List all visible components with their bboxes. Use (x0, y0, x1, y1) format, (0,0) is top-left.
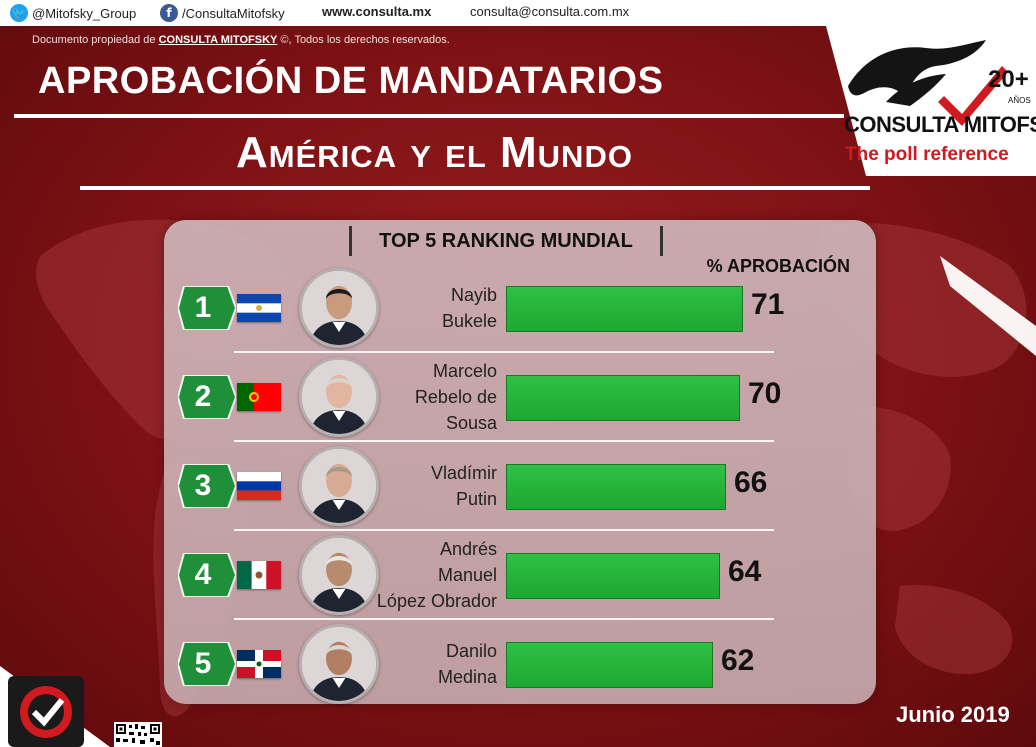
rank-badge: 3 (176, 463, 238, 509)
country-flag-icon (237, 472, 281, 500)
leader-name-line: Andrés (439, 539, 497, 559)
rank-badge: 2 (176, 374, 238, 420)
qr-code-icon (114, 722, 162, 747)
email-link[interactable]: consulta@consulta.com.mx (470, 4, 629, 19)
leader-name-line: Marcelo (432, 361, 497, 381)
rank-number: 4 (194, 558, 212, 591)
country-flag-icon (237, 294, 281, 322)
approval-bar (506, 553, 720, 599)
leader-portrait (299, 535, 379, 615)
approval-value-label: 64 (728, 555, 762, 588)
twitter-link[interactable]: 🐦 @Mitofsky_Group (10, 4, 136, 22)
copyright-prefix: Documento propiedad de (32, 34, 156, 46)
leader-name: Danilo Medina (354, 638, 497, 690)
approval-value-label: 66 (734, 466, 768, 499)
rank-number: 5 (194, 647, 212, 680)
twitter-icon: 🐦 (10, 4, 28, 22)
copyright-suffix: ©, Todos los derechos reservados. (280, 34, 450, 46)
approval-value-label: 71 (751, 288, 785, 321)
brand-logo-graphic (826, 26, 1036, 176)
website-link[interactable]: www.consulta.mx (322, 4, 431, 19)
country-flag-icon (237, 650, 281, 678)
chart-title: TOP 5 RANKING MUNDIAL (349, 226, 663, 256)
approval-value-label: 70 (748, 377, 782, 410)
leader-name-line: Nayib (450, 285, 497, 305)
row-divider (234, 440, 774, 442)
rank-number: 2 (194, 380, 212, 413)
logo-years-sub: AÑOS (1008, 96, 1031, 105)
leader-name: Vladímir Putin (354, 460, 497, 512)
facebook-icon: f (160, 4, 178, 22)
footer-logo-icon (8, 676, 84, 747)
ranking-row: 1 Nayib Bukele 71 (164, 264, 876, 353)
ranking-row: 5 Danilo Medina 62 (164, 620, 876, 708)
twitter-handle: @Mitofsky_Group (32, 5, 137, 21)
logo-years: 20+ (988, 66, 1029, 93)
leader-name-line: Danilo (445, 641, 497, 661)
value-column-header: % APROBACIÓN (706, 256, 850, 276)
leader-name-line: López Obrador (376, 591, 497, 611)
leader-name-line: Vladímir (430, 463, 497, 483)
row-divider (234, 529, 774, 531)
leader-portrait (299, 268, 379, 348)
title-divider (14, 114, 844, 118)
leader-name-line: Rebelo de (414, 387, 497, 407)
leader-name-line: Medina (437, 667, 497, 687)
approval-bar (506, 642, 713, 688)
row-divider (234, 618, 774, 620)
rank-badge: 4 (176, 552, 238, 598)
leader-portrait (299, 357, 379, 437)
leader-name: Nayib Bukele (354, 282, 497, 334)
subtitle-divider (80, 186, 870, 190)
website-text: www.consulta.mx (322, 4, 432, 19)
report-date: Junio 2019 (896, 702, 1010, 727)
row-divider (234, 351, 774, 353)
ranking-row: 3 Vladímir Putin 66 (164, 442, 876, 531)
country-flag-icon (237, 383, 281, 411)
leader-portrait (299, 624, 379, 704)
social-bar: 🐦 @Mitofsky_Group f /ConsultaMitofsky ww… (0, 0, 1036, 26)
country-flag-icon (237, 561, 281, 589)
leader-name-line: Putin (455, 489, 497, 509)
page-subtitle: América y el Mundo (236, 128, 633, 177)
copyright-notice: Documento propiedad de CONSULTA MITOFSKY… (32, 34, 450, 46)
leader-name: Marcelo Rebelo de Sousa (354, 358, 497, 436)
rank-number: 3 (194, 469, 212, 502)
rank-number: 1 (194, 291, 212, 324)
ranking-row: 2 Marcelo Rebelo de Sousa 70 (164, 353, 876, 442)
approval-bar (506, 375, 740, 421)
facebook-link[interactable]: f /ConsultaMitofsky (160, 4, 285, 22)
approval-value-label: 62 (721, 644, 755, 677)
ranking-row: 4 Andrés Manuel López Obrador 64 (164, 531, 876, 620)
leader-name: Andrés Manuel López Obrador (354, 536, 497, 614)
copyright-brand: CONSULTA MITOFSKY (158, 34, 278, 46)
facebook-handle: /ConsultaMitofsky (182, 5, 285, 21)
page-title: APROBACIÓN DE MANDATARIOS (38, 60, 664, 102)
leader-name-line: Manuel (437, 565, 497, 585)
rank-badge: 5 (176, 641, 238, 687)
approval-bar (506, 286, 743, 332)
rank-badge: 1 (176, 285, 238, 331)
leader-portrait (299, 446, 379, 526)
leader-name-line: Sousa (445, 413, 497, 433)
approval-bar (506, 464, 726, 510)
email-text: consulta@consulta.com.mx (470, 4, 630, 19)
logo-name: CONSULTA MITOFSKY (844, 112, 1036, 137)
leader-name-line: Bukele (441, 311, 497, 331)
logo-tagline: The poll reference (845, 144, 1009, 165)
